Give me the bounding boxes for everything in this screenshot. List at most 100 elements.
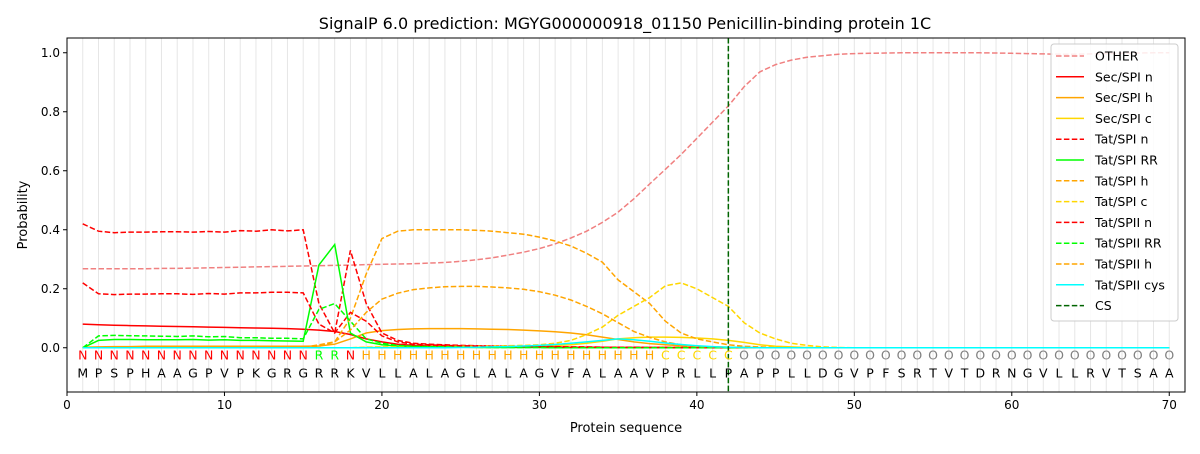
legend-label: Tat/SPII n [1094,215,1152,230]
residue-label: K [252,365,261,380]
region-label: N [299,348,308,363]
residue-label: S [1134,365,1142,380]
series-line-tat-spi-h [82,229,1170,349]
region-label: H [503,348,512,363]
residue-label: D [818,365,828,380]
region-label: N [141,348,150,363]
residue-label: G [535,365,545,380]
residue-label: R [913,365,922,380]
legend-label: OTHER [1095,49,1139,64]
x-axis-label: Protein sequence [570,421,682,436]
region-label: N [94,348,103,363]
region-label: H [361,348,370,363]
residue-label: P [756,365,764,380]
y-tick-label: 0.6 [41,164,60,178]
residue-label: T [1117,365,1126,380]
y-tick-label: 0.4 [41,223,60,237]
region-label: C [677,348,686,363]
residue-label: V [1039,365,1048,380]
residue-label: G [298,365,308,380]
region-label: O [1133,348,1143,363]
residue-label: V [362,365,371,380]
region-label: N [346,348,355,363]
region-label: N [220,348,229,363]
region-label: H [424,348,433,363]
legend-label: CS [1095,298,1112,313]
region-label: O [975,348,985,363]
series-line-other [82,52,1170,270]
residue-label: A [740,365,749,380]
residue-label: P [662,365,670,380]
residue-label: L [804,365,811,380]
grid [82,38,1170,392]
residue-label: D [975,365,985,380]
y-tick-label: 1.0 [41,46,60,60]
residue-label: G [1023,365,1033,380]
region-label: O [928,348,938,363]
residue-label: A [157,365,166,380]
region-label: O [960,348,970,363]
residue-label: V [551,365,560,380]
residue-label: L [1056,365,1063,380]
series-lines [82,38,1170,392]
region-label: O [849,348,859,363]
region-label: O [739,348,749,363]
legend-box [1050,43,1179,322]
residue-label: G [188,365,198,380]
region-label: H [519,348,528,363]
x-tick-label: 20 [374,398,389,412]
y-tick-label: 0.2 [41,282,60,296]
region-label: H [535,348,544,363]
x-tick-label: 0 [63,398,71,412]
region-label: N [283,348,292,363]
region-label: O [1117,348,1127,363]
region-label: H [487,348,496,363]
legend-label: Tat/SPI RR [1094,153,1158,168]
region-label: O [991,348,1001,363]
residue-label: A [614,365,623,380]
region-label: H [472,348,481,363]
residue-label: G [834,365,844,380]
region-label: H [377,348,386,363]
residue-label: A [1165,365,1174,380]
legend-label: Tat/SPI h [1094,173,1148,188]
y-tick-label: 0.0 [41,341,60,355]
region-label: H [409,348,418,363]
x-tick-label: 10 [217,398,232,412]
region-label: N [173,348,182,363]
residue-label: R [283,365,292,380]
region-label: O [881,348,891,363]
residue-label: L [788,365,795,380]
legend: OTHER Sec/SPI n Sec/SPI h Sec/SPI c Tat/SPI … [1050,43,1179,322]
region-label: N [157,348,166,363]
residue-label: L [426,365,433,380]
region-label: N [125,348,134,363]
residue-label: T [928,365,937,380]
residue-label: K [346,365,355,380]
region-label: R [315,348,324,363]
residue-label: T [960,365,969,380]
legend-label: Tat/SPII cys [1094,277,1165,292]
residue-label: P [205,365,213,380]
region-label: N [204,348,213,363]
residue-label: P [95,365,103,380]
legend-label: Sec/SPI h [1095,90,1153,105]
region-label: H [566,348,575,363]
region-label: O [802,348,812,363]
residue-label: S [110,365,118,380]
y-tick-label: 0.8 [41,105,60,119]
residue-label: R [992,365,1001,380]
region-label: H [613,348,622,363]
region-label: H [582,348,591,363]
residue-label: P [772,365,780,380]
x-tick-label: 60 [1004,398,1019,412]
residue-label: H [141,365,150,380]
region-label: H [598,348,607,363]
residue-label: L [599,365,606,380]
region-label: H [440,348,449,363]
legend-label: Sec/SPI n [1095,69,1153,84]
residue-label: F [567,365,574,380]
region-label: N [251,348,260,363]
residue-label: A [519,365,528,380]
region-label: O [755,348,765,363]
